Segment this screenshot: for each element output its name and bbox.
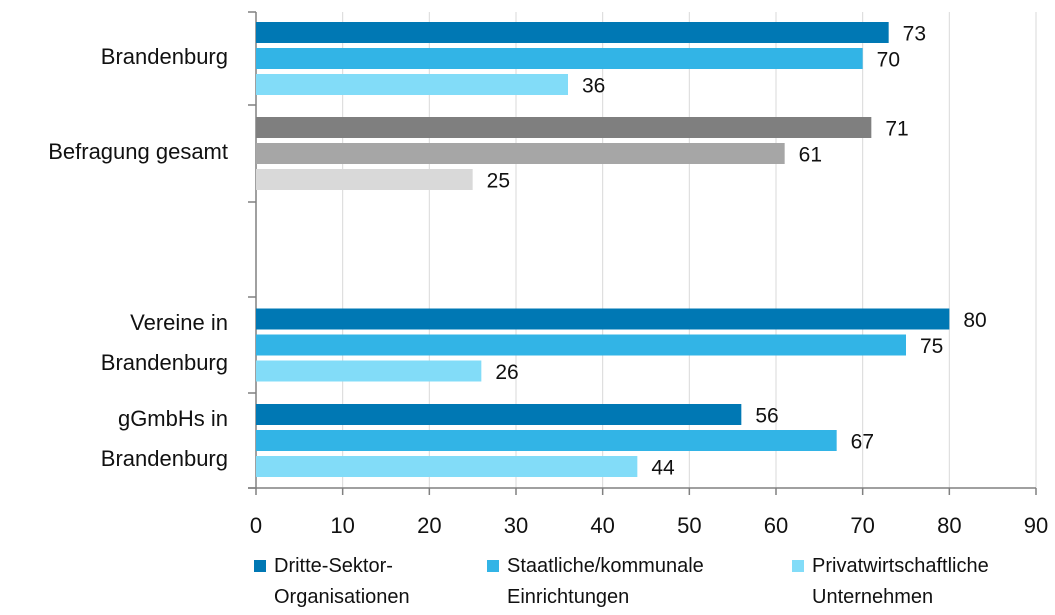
value-label-group0-series2: 36 [582, 75, 605, 98]
legend-item: Privatwirtschaftliche Unternehmen [792, 551, 1042, 615]
value-label-group4-series0: 56 [755, 405, 778, 428]
value-label-group4-series1: 67 [851, 431, 874, 454]
legend-label: Unternehmen [812, 586, 934, 608]
category-label: gGmbHs in [117, 405, 228, 431]
x-tick-label-20: 20 [417, 513, 441, 538]
value-label-group1-series1: 61 [799, 144, 822, 167]
x-tick-label-40: 40 [590, 513, 614, 538]
legend-label: Staatliche/kommunale [507, 555, 704, 577]
x-tick-label-70: 70 [850, 513, 874, 538]
bar-group3-series1 [256, 334, 906, 356]
bar-group1-series2 [256, 169, 473, 190]
value-label-group0-series1: 70 [877, 49, 900, 72]
legend-item: Staatliche/kommunale Einrichtungen [487, 551, 737, 615]
bar-group1-series1 [256, 143, 785, 164]
bar-group1-series0 [256, 117, 872, 138]
x-tick-label-30: 30 [504, 513, 528, 538]
category-label: Brandenburg [100, 43, 228, 69]
legend-label: Dritte-Sektor- [274, 555, 393, 577]
bar-group4-series0 [256, 404, 742, 425]
x-tick-label-0: 0 [250, 513, 262, 538]
x-tick-label-90: 90 [1024, 513, 1048, 538]
value-label-group3-series1: 75 [920, 335, 943, 358]
bar-group0-series0 [256, 22, 889, 43]
category-label: Befragung gesamt [48, 138, 228, 164]
x-tick-label-10: 10 [330, 513, 354, 538]
bar-group0-series2 [256, 74, 568, 95]
x-tick-label-80: 80 [937, 513, 961, 538]
x-tick-label-50: 50 [677, 513, 701, 538]
legend-label: Organisationen [274, 586, 410, 608]
legend-swatch [254, 560, 266, 572]
bar-group4-series2 [256, 456, 638, 477]
bar-group4-series1 [256, 430, 837, 451]
x-tick-label-60: 60 [764, 513, 788, 538]
category-label: Brandenburg [100, 350, 228, 375]
value-label-group3-series0: 80 [963, 309, 986, 332]
bar-group0-series1 [256, 48, 863, 69]
value-label-group4-series2: 44 [651, 457, 675, 480]
category-label: Vereine in [130, 310, 228, 335]
bar-group3-series0 [256, 308, 950, 330]
value-label-group3-series2: 26 [495, 361, 518, 384]
legend-label: Einrichtungen [507, 586, 630, 608]
legend-item: Dritte-Sektor- Organisationen [254, 551, 504, 615]
legend-swatch [487, 560, 499, 572]
value-label-group1-series2: 25 [487, 170, 510, 193]
value-label-group0-series0: 73 [903, 23, 926, 46]
value-label-group1-series0: 71 [885, 118, 908, 141]
bar-group3-series2 [256, 360, 482, 382]
legend-swatch [792, 560, 804, 572]
legend-label: Privatwirtschaftliche [812, 555, 989, 577]
category-label: Brandenburg [100, 445, 228, 471]
